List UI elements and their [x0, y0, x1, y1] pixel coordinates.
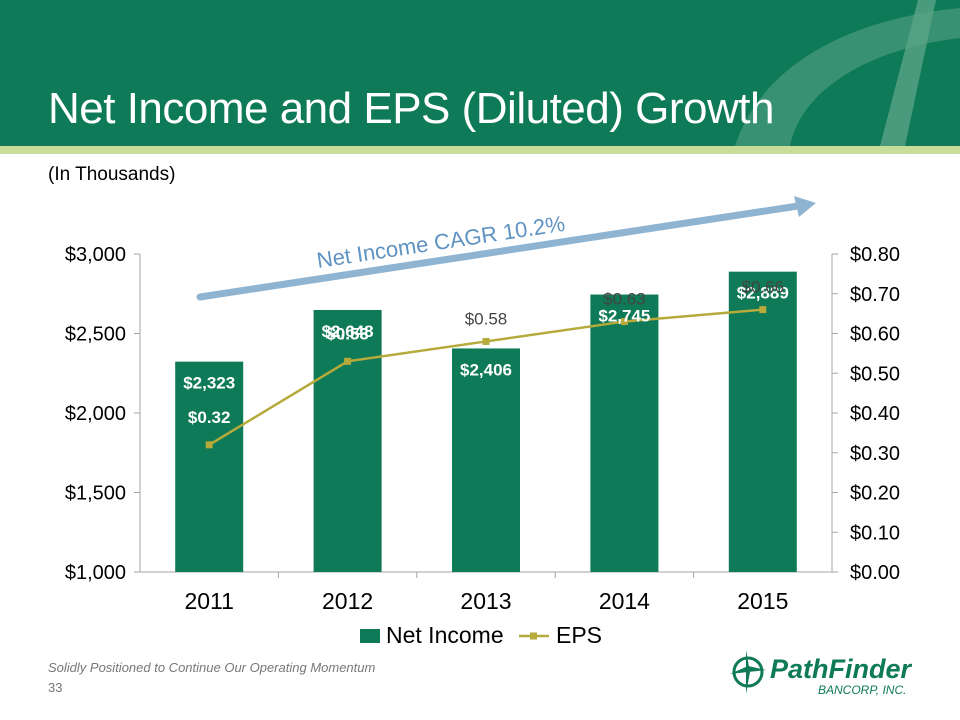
right-axis-tick-label: $0.60	[850, 324, 900, 346]
x-axis-tick-label: 2013	[460, 588, 511, 614]
eps-point	[759, 306, 767, 314]
right-axis-tick-label: $0.10	[850, 522, 900, 544]
net-income-bar	[590, 294, 659, 572]
legend-label-eps: EPS	[556, 622, 602, 648]
footer-tagline: Solidly Positioned to Continue Our Opera…	[48, 660, 376, 675]
header-stripe	[0, 146, 960, 154]
left-axis-tick-label: $1,000	[65, 562, 126, 584]
net-income-data-label: $2,323	[183, 374, 235, 393]
left-axis-tick-label: $1,500	[65, 483, 126, 505]
left-axis-tick-label: $3,000	[65, 244, 126, 266]
net-income-bar	[728, 271, 797, 572]
right-axis-tick-label: $0.80	[850, 244, 900, 266]
eps-point	[482, 337, 490, 345]
right-axis-tick-label: $0.70	[850, 284, 900, 306]
net-income-data-label: $2,745	[598, 307, 650, 326]
right-axis-tick-label: $0.40	[850, 403, 900, 425]
eps-data-label: $0.32	[188, 408, 231, 427]
eps-point	[620, 318, 628, 326]
eps-point	[344, 357, 352, 365]
x-axis-tick-label: 2014	[599, 588, 650, 614]
pathfinder-logo: PathFinder BANCORP, INC.	[730, 650, 913, 697]
compass-icon	[730, 650, 766, 694]
cagr-arrow-head	[794, 196, 816, 217]
x-axis-tick-label: 2015	[737, 588, 788, 614]
legend-label-net-income: Net Income	[386, 622, 504, 648]
net-income-data-label: $2,406	[460, 360, 512, 379]
net-income-data-label: $2,648	[322, 322, 374, 341]
cagr-arrow-line	[196, 202, 802, 301]
eps-data-label: $0.58	[465, 309, 508, 328]
net-income-bar	[313, 309, 382, 572]
page-subtitle: (In Thousands)	[48, 164, 176, 185]
eps-point	[205, 441, 213, 449]
net-income-bar	[452, 348, 520, 572]
right-axis-tick-label: $0.30	[850, 443, 900, 465]
header-band: Net Income and EPS (Diluted) Growth	[0, 0, 960, 146]
right-axis-tick-label: $0.00	[850, 562, 900, 584]
left-axis-tick-label: $2,000	[65, 403, 126, 425]
net-income-eps-chart: $1,000 $1,500 $2,000 $2,500 $3,000 $0.00 $0.10…	[65, 196, 900, 648]
left-axis-tick-label: $2,500	[65, 324, 126, 346]
logo-name: PathFinder	[770, 654, 913, 684]
page-title: Net Income and EPS (Diluted) Growth	[48, 84, 774, 133]
legend-swatch-net-income	[360, 629, 380, 643]
legend-swatch-eps-marker	[530, 632, 537, 640]
x-axis-tick-label: 2011	[184, 588, 233, 614]
eps-data-label: $0.53	[326, 324, 369, 343]
eps-data-label: $0.63	[603, 290, 646, 309]
eps-data-label: $0.66	[742, 278, 785, 297]
header-swoosh-graphic	[735, 0, 960, 146]
right-axis-tick-label: $0.20	[850, 483, 900, 505]
page-number: 33	[48, 680, 63, 695]
net-income-bar	[175, 361, 244, 572]
logo-tagline: BANCORP, INC.	[818, 683, 906, 697]
right-axis-tick-label: $0.50	[850, 363, 900, 385]
net-income-data-label: $2,889	[737, 284, 789, 303]
x-axis-tick-label: 2012	[322, 588, 373, 614]
